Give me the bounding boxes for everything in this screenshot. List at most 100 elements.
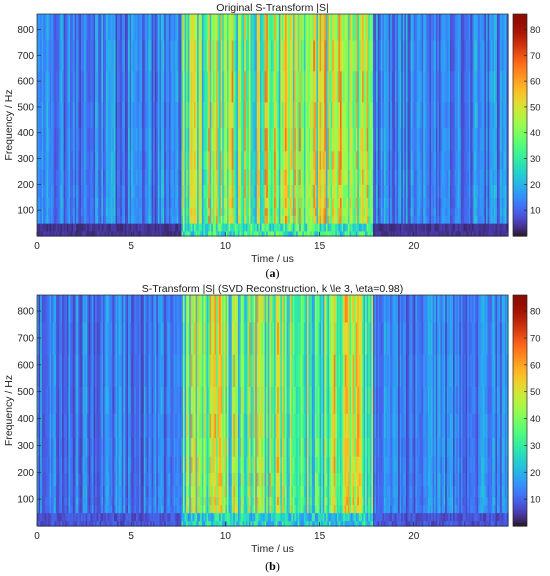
heatmap-cell xyxy=(107,223,110,232)
heatmap-cell xyxy=(324,101,327,129)
heatmap-cell xyxy=(244,168,247,185)
heatmap-cell xyxy=(338,101,341,129)
heatmap-cell xyxy=(165,207,168,216)
heatmap-cell xyxy=(223,127,226,152)
heatmap-cell xyxy=(225,223,228,232)
heatmap-cell xyxy=(115,70,118,103)
heatmap-cell xyxy=(192,14,195,41)
heatmap-cell xyxy=(228,230,231,237)
heatmap-cell xyxy=(288,207,291,216)
heatmap-cell xyxy=(52,223,55,232)
heatmap-cell xyxy=(267,168,270,185)
heatmap-cell xyxy=(269,168,272,185)
heatmap-cell xyxy=(151,39,154,72)
heatmap-cell xyxy=(80,230,84,237)
heatmap-cell xyxy=(165,197,168,209)
heatmap-cell xyxy=(95,184,98,198)
heatmap-cell xyxy=(211,215,214,224)
heatmap-cell xyxy=(255,230,258,237)
heatmap-cell xyxy=(272,223,275,232)
heatmap-cell xyxy=(151,197,154,209)
heatmap-cell xyxy=(212,70,216,103)
heatmap-cell xyxy=(109,184,112,198)
heatmap-cell xyxy=(308,101,311,129)
heatmap-cell xyxy=(140,230,143,237)
heatmap-cell xyxy=(247,207,250,216)
heatmap-cell xyxy=(299,168,302,185)
heatmap-cell xyxy=(336,70,340,103)
heatmap-cell xyxy=(307,70,310,103)
heatmap-cell xyxy=(172,184,175,198)
heatmap-cell xyxy=(66,101,69,129)
heatmap-cell xyxy=(258,101,261,129)
heatmap-cell xyxy=(288,14,291,41)
heatmap-cell xyxy=(374,207,377,216)
heatmap-cell xyxy=(258,39,261,72)
heatmap-cell xyxy=(98,184,101,198)
heatmap-cell xyxy=(272,70,275,103)
heatmap-cell xyxy=(269,150,272,170)
heatmap-cell xyxy=(80,197,84,209)
heatmap-cell xyxy=(239,101,242,129)
heatmap-cell xyxy=(255,223,258,232)
heatmap-cell xyxy=(258,168,261,185)
y-tick-label: 700 xyxy=(17,51,34,62)
heatmap-cell xyxy=(250,184,253,198)
heatmap-cell xyxy=(237,150,241,170)
heatmap-cell xyxy=(44,207,48,216)
heatmap-cell xyxy=(170,101,173,129)
colorbar-tick-label: 40 xyxy=(530,128,541,139)
heatmap-cell xyxy=(321,70,324,103)
heatmap-cell xyxy=(60,215,63,224)
heatmap-cell xyxy=(236,168,239,185)
heatmap-cell xyxy=(156,39,159,72)
heatmap-cell xyxy=(241,197,244,209)
heatmap-cell xyxy=(123,230,126,237)
heatmap-cell xyxy=(267,215,270,224)
heatmap-cell xyxy=(121,215,124,224)
heatmap-cell xyxy=(226,14,230,41)
heatmap-cell xyxy=(190,230,194,237)
heatmap-cell xyxy=(65,230,68,237)
heatmap-cell xyxy=(250,230,253,237)
heatmap-cell xyxy=(113,168,117,185)
heatmap-cell xyxy=(355,127,358,152)
heatmap-cell xyxy=(289,14,292,41)
heatmap-cell xyxy=(285,197,288,209)
heatmap-cell xyxy=(187,150,190,170)
heatmap-cell xyxy=(211,127,214,152)
heatmap-cell xyxy=(366,70,369,103)
heatmap-cell xyxy=(176,101,179,129)
heatmap-cell xyxy=(49,197,52,209)
heatmap-cell xyxy=(167,39,170,72)
heatmap-cell xyxy=(245,197,248,209)
heatmap-cell xyxy=(57,230,60,237)
heatmap-cell xyxy=(245,207,248,216)
heatmap-cell xyxy=(226,101,230,129)
heatmap-cell xyxy=(336,197,340,209)
heatmap-cell xyxy=(118,70,121,103)
heatmap-cell xyxy=(129,150,132,170)
heatmap-cell xyxy=(332,150,335,170)
heatmap-cell xyxy=(153,39,156,72)
heatmap-cell xyxy=(209,101,212,129)
heatmap-cell xyxy=(327,39,330,72)
heatmap-cell xyxy=(258,215,261,224)
heatmap-cell xyxy=(154,230,157,237)
heatmap-cell xyxy=(109,215,112,224)
heatmap-cell xyxy=(170,14,173,41)
heatmap-cell xyxy=(234,127,237,152)
heatmap-cell xyxy=(338,215,341,224)
heatmap-cell xyxy=(132,168,135,185)
heatmap-cell xyxy=(369,127,373,152)
heatmap-cell xyxy=(139,184,142,198)
heatmap-cell xyxy=(167,215,170,224)
heatmap-cell xyxy=(329,39,332,72)
heatmap-cell xyxy=(194,168,197,185)
heatmap-cell xyxy=(267,207,270,216)
heatmap-cell xyxy=(286,39,289,72)
heatmap-cell xyxy=(137,215,140,224)
heatmap-cell xyxy=(310,70,313,103)
heatmap-cell xyxy=(156,14,159,41)
heatmap-cell xyxy=(104,101,107,129)
